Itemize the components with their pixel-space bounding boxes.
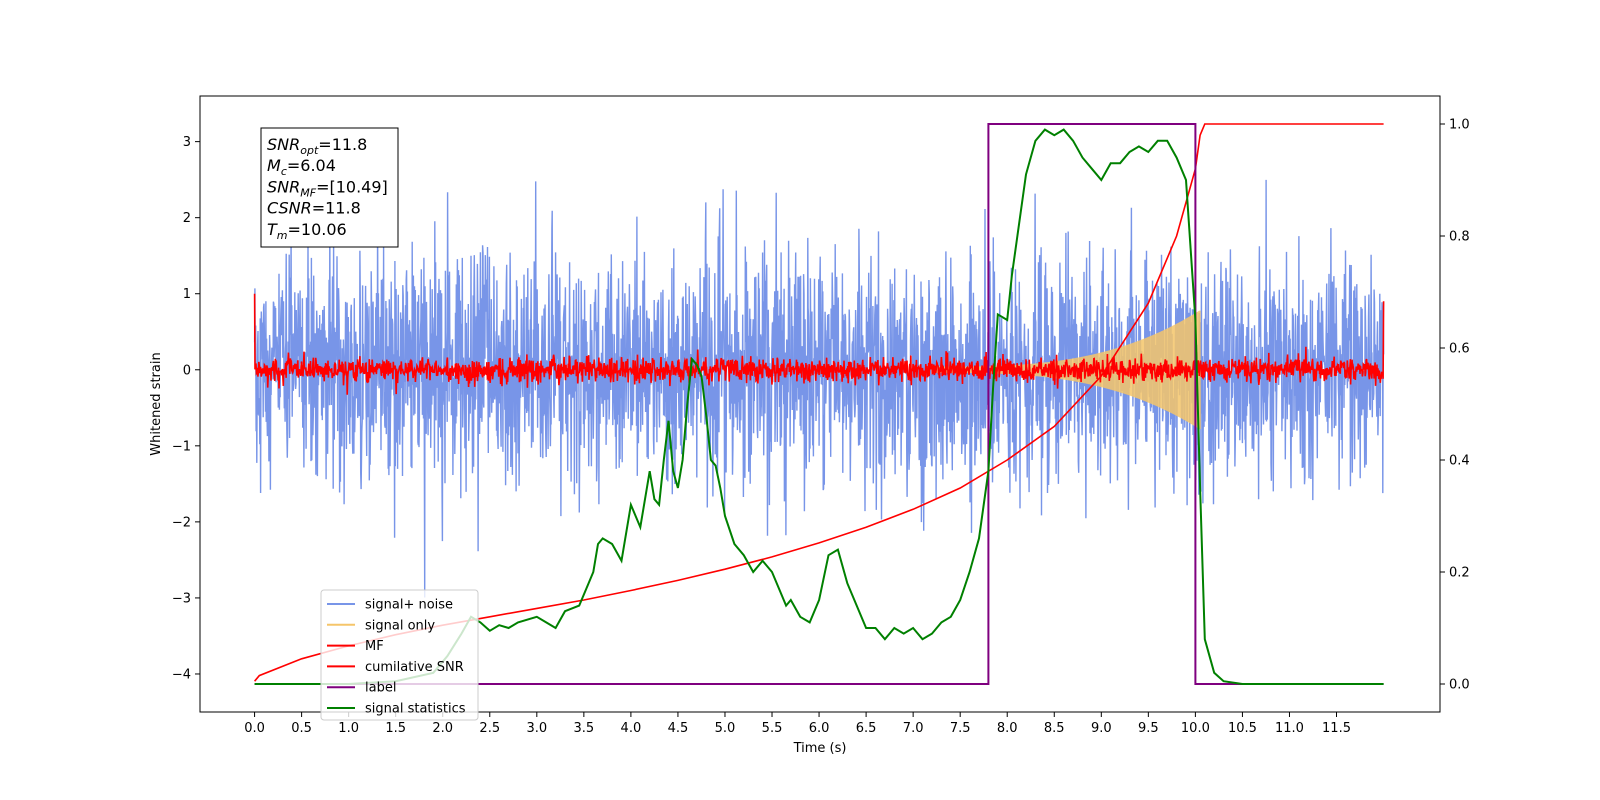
x-tick-label: 3.5 bbox=[574, 721, 595, 736]
info-box: SNRopt=11.8Mc=6.04SNRMF=[10.49]CSNR=11.8… bbox=[260, 127, 399, 248]
y2-tick-label: 0.6 bbox=[1449, 342, 1470, 357]
y-tick-label: −2 bbox=[172, 515, 191, 530]
y-tick-label: −3 bbox=[172, 591, 191, 606]
x-tick-label: 10.5 bbox=[1228, 721, 1257, 736]
legend-label: signal statistics bbox=[365, 702, 466, 717]
info-box-line: SNRMF=[10.49] bbox=[267, 177, 388, 199]
x-tick-label: 7.5 bbox=[950, 721, 971, 736]
x-tick-label: 2.5 bbox=[479, 721, 500, 736]
info-box-line: Mc=6.04 bbox=[267, 156, 336, 178]
y2-tick-label: 0.0 bbox=[1449, 678, 1470, 693]
x-tick-label: 4.5 bbox=[668, 721, 689, 736]
y-axis-label: Whitened strain bbox=[149, 352, 164, 455]
y2-tick-label: 0.4 bbox=[1449, 454, 1470, 469]
legend-label: signal only bbox=[365, 618, 435, 633]
y-tick-label: −4 bbox=[172, 667, 191, 682]
y-axis: 3 2 1 0 −1 −2 −3 −4 bbox=[172, 135, 200, 682]
series-signal-statistics-line bbox=[254, 128, 1384, 685]
y-tick-label: 1 bbox=[183, 287, 191, 302]
y-tick-label: 2 bbox=[183, 211, 191, 226]
x-tick-label: 1.5 bbox=[385, 721, 406, 736]
x-tick-label: 7.0 bbox=[903, 721, 924, 736]
info-box-frame bbox=[260, 127, 399, 248]
x-tick-label: 1.0 bbox=[338, 721, 359, 736]
x-tick-label: 6.5 bbox=[856, 721, 877, 736]
x-axis-label: Time (s) bbox=[793, 741, 847, 756]
legend: signal+ noise signal only MF cumilative SNR… bbox=[320, 589, 479, 721]
x-tick-label: 0.5 bbox=[291, 721, 312, 736]
x-tick-label: 6.0 bbox=[809, 721, 830, 736]
x-tick-label: 5.5 bbox=[762, 721, 783, 736]
x-tick-label: 8.0 bbox=[997, 721, 1018, 736]
info-box-line: SNRopt=11.8 bbox=[267, 135, 367, 157]
x-tick-label: 4.0 bbox=[621, 721, 642, 736]
legend-label: signal+ noise bbox=[365, 598, 453, 613]
legend-label: cumilative SNR bbox=[365, 660, 464, 675]
y2-tick-label: 0.8 bbox=[1449, 230, 1470, 245]
y-tick-label: −1 bbox=[172, 439, 191, 454]
x-axis: 0.0 0.5 1.0 1.5 2.0 2.5 3.0 3.5 4.0 4.5 5.0 5.5 6.0 6… bbox=[244, 712, 1351, 736]
info-box-line: CSNR=11.8 bbox=[267, 199, 361, 218]
x-tick-label: 11.5 bbox=[1322, 721, 1351, 736]
legend-label: label bbox=[365, 681, 396, 696]
x-tick-label: 0.0 bbox=[244, 721, 265, 736]
series-label-line bbox=[254, 123, 1384, 685]
x-tick-label: 9.0 bbox=[1091, 721, 1112, 736]
y2-tick-label: 0.2 bbox=[1449, 566, 1470, 581]
info-box-line: Tm=10.06 bbox=[267, 220, 347, 242]
y-tick-label: 3 bbox=[183, 135, 191, 150]
x-tick-label: 9.5 bbox=[1138, 721, 1159, 736]
legend-frame bbox=[320, 589, 479, 721]
x-tick-label: 10.0 bbox=[1181, 721, 1210, 736]
plot-frame bbox=[199, 95, 1441, 713]
legend-label: MF bbox=[365, 639, 384, 654]
x-tick-label: 8.5 bbox=[1044, 721, 1065, 736]
y2-axis: 1.0 0.8 0.6 0.4 0.2 0.0 bbox=[1440, 118, 1470, 693]
x-tick-label: 11.0 bbox=[1275, 721, 1304, 736]
x-tick-label: 2.0 bbox=[432, 721, 453, 736]
y-tick-label: 0 bbox=[183, 363, 191, 378]
y2-tick-label: 1.0 bbox=[1449, 118, 1470, 133]
x-tick-label: 5.0 bbox=[715, 721, 736, 736]
x-tick-label: 3.0 bbox=[526, 721, 547, 736]
